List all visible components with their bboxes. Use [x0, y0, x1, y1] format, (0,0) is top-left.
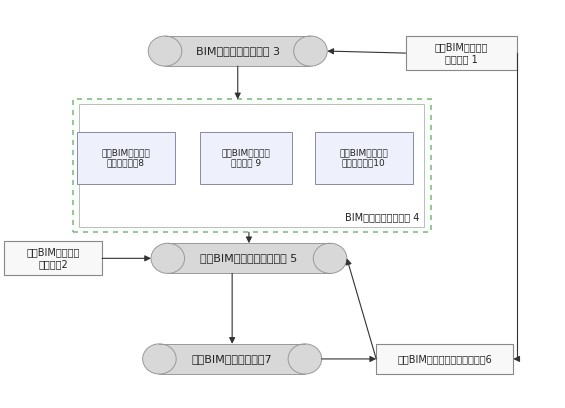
FancyBboxPatch shape — [73, 100, 431, 232]
FancyBboxPatch shape — [376, 344, 513, 374]
Text: 监测BIM模型信息处理模块 5: 监测BIM模型信息处理模块 5 — [201, 253, 298, 263]
Ellipse shape — [294, 36, 327, 66]
Ellipse shape — [288, 344, 321, 374]
Ellipse shape — [151, 243, 185, 273]
FancyBboxPatch shape — [315, 131, 412, 184]
Ellipse shape — [148, 36, 182, 66]
Text: 监测BIM专业数据
存储模块2: 监测BIM专业数据 存储模块2 — [27, 248, 80, 269]
FancyBboxPatch shape — [159, 344, 305, 374]
Ellipse shape — [142, 344, 176, 374]
FancyBboxPatch shape — [200, 131, 292, 184]
Text: 工程BIM模型集成模块7: 工程BIM模型集成模块7 — [192, 354, 272, 364]
FancyBboxPatch shape — [159, 344, 305, 374]
Text: BIM模型分级加载模块 4: BIM模型分级加载模块 4 — [345, 212, 420, 222]
Text: 监测BIM模型加载
参数设置单元8: 监测BIM模型加载 参数设置单元8 — [102, 148, 150, 167]
FancyBboxPatch shape — [80, 104, 424, 227]
FancyBboxPatch shape — [165, 36, 311, 66]
Text: 监测BIM模型信息三维导航模块6: 监测BIM模型信息三维导航模块6 — [397, 354, 492, 364]
FancyBboxPatch shape — [165, 36, 311, 66]
Text: 监测BIM标准数据
存储模块 1: 监测BIM标准数据 存储模块 1 — [435, 42, 488, 64]
FancyBboxPatch shape — [168, 243, 330, 273]
Ellipse shape — [313, 243, 347, 273]
FancyBboxPatch shape — [168, 243, 330, 273]
Text: BIM模型图库管理模块 3: BIM模型图库管理模块 3 — [195, 46, 280, 56]
FancyBboxPatch shape — [77, 131, 175, 184]
Text: 监测BIM模型渲染
展示单元 9: 监测BIM模型渲染 展示单元 9 — [221, 148, 271, 167]
Text: 监测BIM模型分级
加载设置单元10: 监测BIM模型分级 加载设置单元10 — [339, 148, 388, 167]
FancyBboxPatch shape — [406, 36, 518, 70]
FancyBboxPatch shape — [4, 241, 102, 275]
